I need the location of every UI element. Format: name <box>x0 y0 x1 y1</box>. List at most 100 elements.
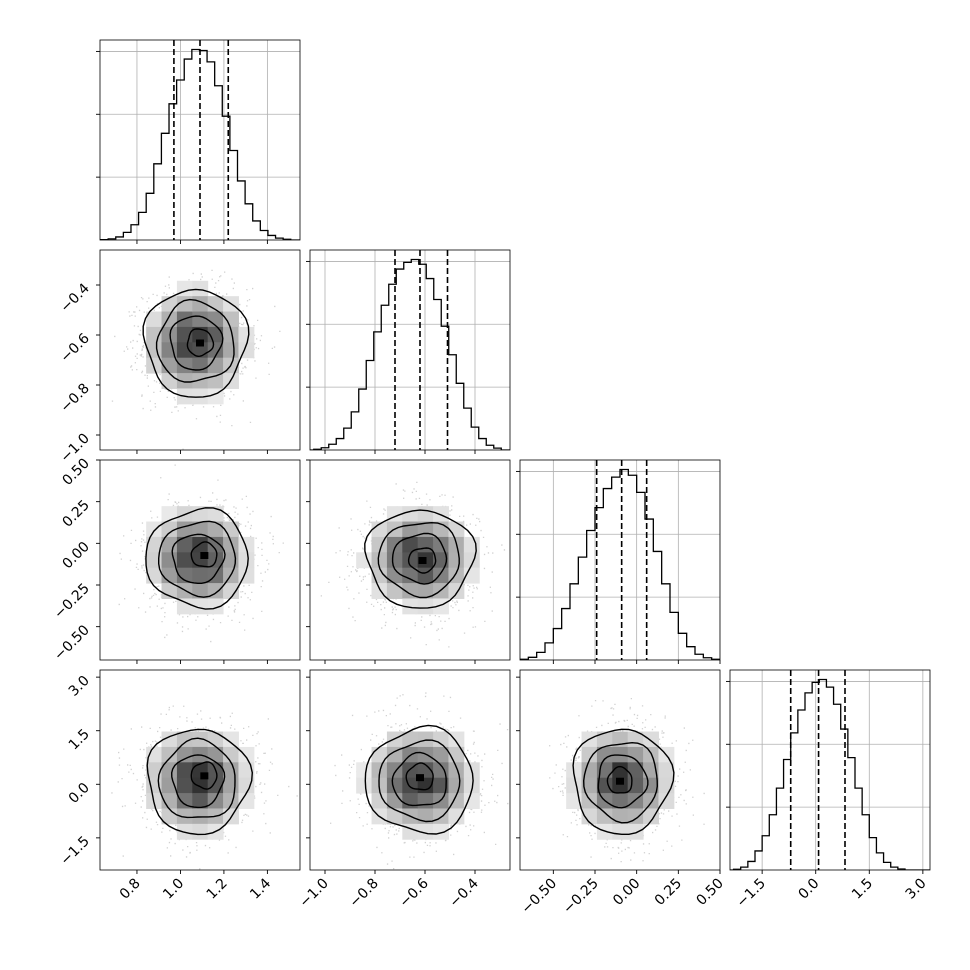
x-tick-label: −0.6 <box>396 875 431 910</box>
density-cell <box>371 552 388 569</box>
contour-line <box>377 521 460 599</box>
density-cell <box>417 823 434 840</box>
density-cell <box>386 552 403 569</box>
panel-frame <box>309 459 511 661</box>
density-cell <box>223 731 239 748</box>
density-peak <box>416 774 424 782</box>
density-cell <box>386 583 403 599</box>
density-cell <box>581 762 598 779</box>
density-cell <box>627 823 644 840</box>
density-cell <box>417 536 434 553</box>
density-cell <box>192 357 209 374</box>
density-cell <box>596 808 613 825</box>
contour-line <box>405 762 434 791</box>
density-cell <box>643 777 659 794</box>
density-cell <box>658 793 675 809</box>
density-cell <box>176 762 193 779</box>
density-cell <box>176 777 193 794</box>
y-tick-label: −0.4 <box>57 280 92 315</box>
contour-line <box>378 739 461 823</box>
density-cell <box>207 731 224 748</box>
scatter-panel-3-2 <box>320 481 510 648</box>
panel-frame <box>309 669 511 871</box>
density-cell <box>161 567 178 584</box>
x-tick-label: −1.5 <box>734 876 769 911</box>
density-cell <box>448 731 465 748</box>
density-cell <box>223 326 239 343</box>
density-cell <box>448 777 465 794</box>
density-cell <box>223 342 239 359</box>
contour-line <box>582 741 659 824</box>
density-cell <box>207 746 224 763</box>
density-cell <box>433 777 449 794</box>
density-peak <box>200 772 209 780</box>
density-cell <box>402 567 419 584</box>
density-cell <box>176 567 193 584</box>
density-cell <box>402 506 419 523</box>
density-cell <box>402 552 419 569</box>
density-cell <box>192 567 209 584</box>
density-cell <box>176 793 193 809</box>
density-cell <box>146 762 163 779</box>
contour-line <box>158 520 237 598</box>
density-cell <box>238 536 255 553</box>
density-cell <box>643 808 659 825</box>
y-tick-label: 3.0 <box>66 673 93 700</box>
density-cell <box>192 731 209 748</box>
panel-frame <box>99 39 301 241</box>
panel-frame <box>729 669 931 871</box>
density-cell <box>386 567 403 584</box>
density-cell <box>417 598 434 615</box>
density-cell <box>223 793 239 809</box>
density-cell <box>356 777 373 794</box>
density-cell <box>612 823 629 840</box>
panel-frame <box>519 459 721 661</box>
density-cell <box>223 746 239 763</box>
density-cell <box>643 793 659 809</box>
y-tick-label: −0.6 <box>57 330 92 365</box>
density-cell <box>356 762 373 779</box>
density-cell <box>176 552 193 569</box>
density-cell <box>176 598 193 615</box>
panel-frame <box>519 669 721 871</box>
density-cell <box>433 506 449 523</box>
contour-line <box>171 533 226 584</box>
density-cell <box>596 777 613 794</box>
density-cell <box>207 567 224 584</box>
density-cell <box>238 746 255 763</box>
density-peak <box>196 339 204 347</box>
density-cell <box>356 552 373 569</box>
density-cell <box>238 777 255 794</box>
density-cell <box>386 808 403 825</box>
density-cell <box>192 311 209 328</box>
density-cell <box>627 777 644 794</box>
density-cell <box>433 731 449 748</box>
y-tick-label: 0.25 <box>59 497 92 530</box>
contour-line <box>142 288 250 398</box>
density-cell <box>176 731 193 748</box>
x-tick-label: −1.0 <box>296 876 331 911</box>
density-cell <box>433 567 449 584</box>
x-tick-label: 0.25 <box>652 876 685 909</box>
scatter-panel-2-1 <box>111 269 281 450</box>
density-cell <box>658 762 675 779</box>
density-cell <box>581 746 598 763</box>
density-cell <box>463 793 480 809</box>
density-peak <box>200 552 209 559</box>
panel-frame <box>99 249 301 451</box>
x-tick-label: 0.8 <box>117 876 144 903</box>
y-tick-label: −1.5 <box>57 833 92 868</box>
contour-line <box>190 541 218 568</box>
histogram-panel-1 <box>100 40 300 240</box>
density-cell <box>192 373 209 389</box>
density-cell <box>161 793 178 809</box>
histogram-step-4 <box>730 678 930 870</box>
density-cell <box>566 777 583 794</box>
contour-line <box>157 737 236 819</box>
density-cell <box>146 552 163 569</box>
contour-line <box>170 754 226 809</box>
y-tick-label: −0.50 <box>51 622 93 664</box>
density-cell <box>207 342 224 359</box>
density-cell <box>146 521 163 538</box>
